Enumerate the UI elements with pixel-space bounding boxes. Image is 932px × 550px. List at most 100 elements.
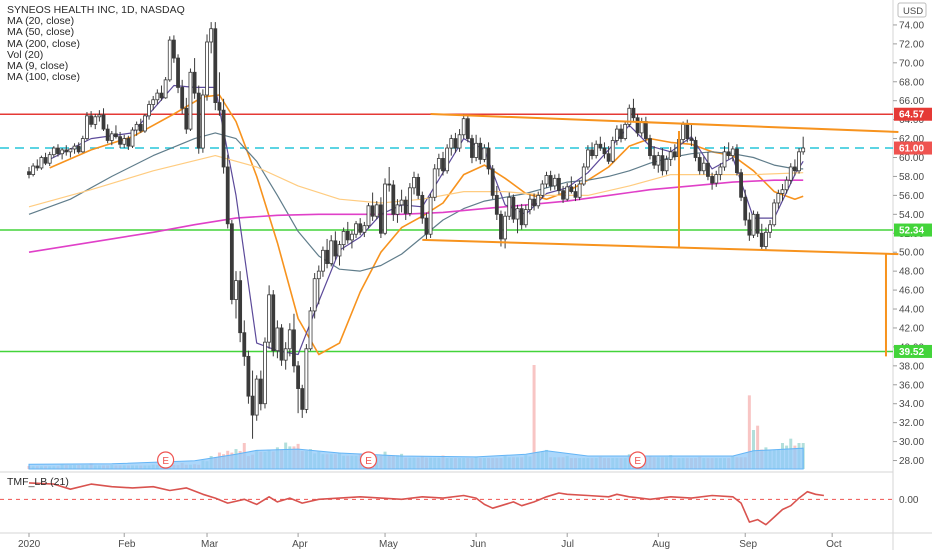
candle <box>114 133 118 138</box>
time-axis[interactable]: 2020 Feb Mar Apr May Jun Jul Aug Sep Oct <box>18 533 842 550</box>
legend-ma50[interactable]: MA (50, close) <box>7 26 75 39</box>
candle <box>557 177 561 192</box>
candle <box>689 138 694 141</box>
candle <box>167 39 172 81</box>
candle <box>581 166 586 185</box>
candle <box>540 183 545 196</box>
trend-channel-top <box>430 112 899 133</box>
price-label: 64.57 <box>899 110 924 121</box>
y-tick-label: 60.00 <box>899 153 924 164</box>
candle <box>383 183 387 234</box>
candle <box>652 155 657 166</box>
x-tick-label: Sep <box>739 539 757 550</box>
volume-bar <box>532 365 536 469</box>
candle <box>449 138 454 149</box>
candle <box>47 154 52 164</box>
y-tick-label: 30.00 <box>899 437 924 448</box>
candle <box>64 149 69 153</box>
y-tick-label: 42.00 <box>899 323 924 334</box>
price-label-badge <box>894 141 932 155</box>
candle <box>718 166 723 175</box>
candle <box>147 104 151 117</box>
y-tick-label: 28.00 <box>899 456 924 467</box>
candle <box>693 140 698 158</box>
candle <box>370 205 375 217</box>
price-label-badge <box>894 344 932 358</box>
candle <box>569 186 574 193</box>
candle <box>420 194 425 219</box>
candle <box>60 149 65 155</box>
candle <box>176 57 180 88</box>
candle <box>155 92 160 101</box>
legend-ma20[interactable]: MA (20, close) <box>7 15 75 28</box>
candle <box>275 327 280 352</box>
candle <box>801 147 806 153</box>
y-tick-label: 50.00 <box>899 248 924 259</box>
x-tick-label: Jul <box>561 539 574 550</box>
candle <box>387 183 392 186</box>
candle <box>101 114 106 130</box>
x-tick-label: Mar <box>201 539 219 550</box>
candle <box>552 177 557 187</box>
candle <box>610 140 615 162</box>
candle <box>163 79 168 99</box>
candle <box>701 162 706 172</box>
price-axis[interactable]: 28.0030.0032.0034.0036.0038.0040.0042.00… <box>893 2 932 506</box>
candle <box>548 175 553 187</box>
y-tick-label: 48.00 <box>899 267 924 278</box>
candle <box>565 186 570 200</box>
candle <box>279 327 284 361</box>
candle <box>511 196 516 220</box>
earnings-label: E <box>634 456 641 467</box>
candle <box>780 189 785 194</box>
candle <box>739 172 743 198</box>
tmf-legend[interactable]: TMF_LB (21) <box>7 476 69 488</box>
candle <box>672 151 677 157</box>
candle <box>590 149 594 157</box>
legend-ma200[interactable]: MA (200, close) <box>7 37 80 50</box>
candle <box>436 158 441 170</box>
volume-ma-area <box>28 447 804 470</box>
candle <box>362 225 367 233</box>
price-label: 61.00 <box>899 144 924 155</box>
candle <box>602 147 607 155</box>
price-label-badge <box>894 223 932 237</box>
legend-vol[interactable]: Vol (20) <box>7 48 44 61</box>
candle <box>292 329 296 367</box>
y-tick-label: 62.00 <box>899 134 924 145</box>
tmf-zero-label: 0.00 <box>899 495 919 506</box>
candle <box>246 355 251 397</box>
candle <box>333 240 338 257</box>
candle <box>225 166 230 225</box>
candle <box>465 118 470 139</box>
candle <box>205 41 209 96</box>
x-tick-label: Apr <box>292 539 308 550</box>
candle <box>412 176 416 189</box>
candle <box>51 147 56 156</box>
candle <box>316 270 321 280</box>
candle <box>31 165 36 175</box>
candle <box>606 153 611 162</box>
candle <box>759 232 764 247</box>
x-tick-label: May <box>379 539 398 550</box>
candle <box>171 39 176 59</box>
symbol-title[interactable]: SYNEOS HEALTH INC, 1D, NASDAQ <box>7 4 185 16</box>
ma-line <box>28 132 804 272</box>
legend-ma100[interactable]: MA (100, close) <box>7 71 80 84</box>
candle <box>300 388 305 410</box>
candle <box>561 190 565 200</box>
candle <box>76 145 81 153</box>
ma-line <box>28 179 804 253</box>
candle <box>685 123 690 139</box>
candle <box>250 395 255 416</box>
candle <box>532 198 536 207</box>
candle <box>242 332 247 357</box>
legend-ma9[interactable]: MA (9, close) <box>7 60 69 73</box>
candle <box>573 191 578 198</box>
candle <box>180 87 185 109</box>
candle <box>772 202 777 226</box>
candle <box>56 147 60 155</box>
candle <box>321 249 325 272</box>
